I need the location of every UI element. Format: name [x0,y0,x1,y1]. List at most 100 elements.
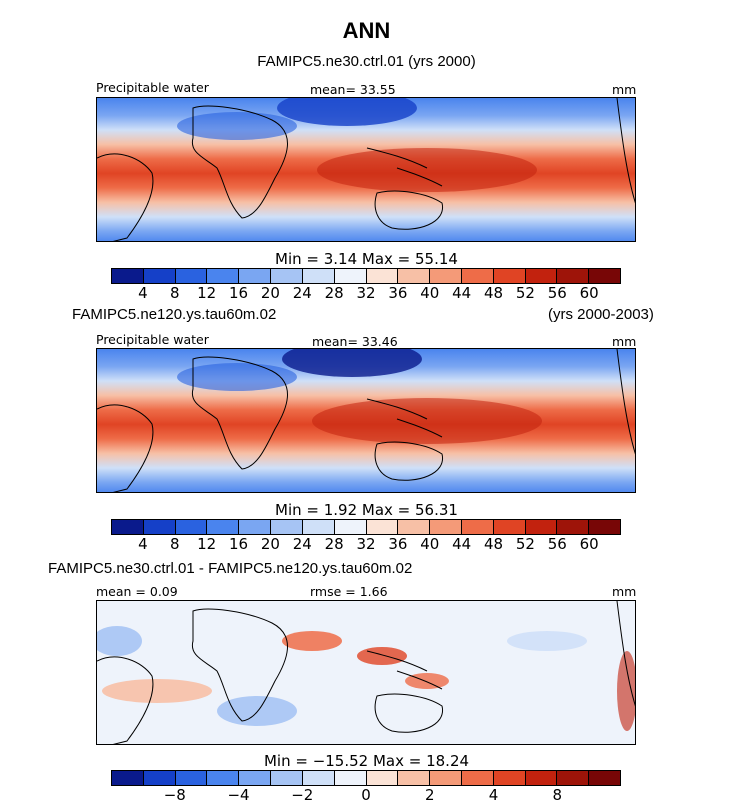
colorbar-tick-label: 4 [488,786,499,804]
colorbar-swatch [461,269,494,283]
colorbar-swatch [366,269,399,283]
panel2-units-label: mm [612,334,637,349]
colorbar-swatch [525,269,558,283]
figure-title: ANN [342,18,391,43]
colorbar-swatch [112,520,144,534]
panel2-case-label: FAMIPC5.ne120.ys.tau60m.02 [72,306,277,323]
colorbar-swatch [175,269,208,283]
colorbar-tick-label: 8 [552,786,563,804]
colorbar-swatch [430,771,462,785]
panel3-map [96,600,636,745]
colorbar-tick-label: 32 [356,535,376,553]
panel2-warm-pool [312,398,542,444]
colorbar-swatch [493,269,526,283]
panel2-minmax: Min = 1.92 Max = 56.31 [275,501,458,519]
colorbar-swatch [430,269,462,283]
colorbar-tick-label: 4 [138,535,148,553]
colorbar-swatch [112,269,144,283]
colorbar-tick-label: 12 [197,284,217,302]
panel2-australia-outline [374,441,443,481]
colorbar-tick-label: 24 [292,284,312,302]
colorbar-swatch [461,520,494,534]
colorbar-swatch [143,771,176,785]
colorbar-tick-label: −4 [227,786,250,804]
colorbar-tick-label: 56 [547,535,567,553]
panel2-years-label: (yrs 2000-2003) [548,306,654,323]
colorbar-swatch [366,771,399,785]
panel3-neg-samerica [97,626,142,656]
panel1-dry-sahara [177,112,297,140]
colorbar-tick-label: 44 [452,284,472,302]
colorbar-swatch [271,269,303,283]
colorbar-tick-label: 16 [228,284,249,302]
colorbar-tick-label: 36 [388,284,408,302]
colorbar-swatch [302,771,335,785]
panel1-americas-west-outline [616,98,635,204]
colorbar-swatch [334,520,367,534]
colorbar-swatch [398,269,431,283]
colorbar-swatch [589,269,620,283]
panel3-africa-outline [191,608,288,722]
colorbar-swatch [589,771,620,785]
colorbar-swatch [525,771,558,785]
colorbar-swatch [430,520,462,534]
panel3-case-label: FAMIPC5.ne30.ctrl.01 - FAMIPC5.ne120.ys.… [48,560,413,577]
panel2-colorbar [111,519,621,535]
colorbar-swatch [239,771,272,785]
colorbar-tick-label: 16 [228,535,249,553]
colorbar-swatch [461,771,494,785]
colorbar-tick-label: 52 [515,284,535,302]
colorbar-swatch [557,269,590,283]
panel2-variable-label: Precipitable water [96,332,209,347]
panel3-samerica-outline [97,656,154,744]
colorbar-swatch [239,520,272,534]
colorbar-swatch [207,520,240,534]
panel3-mean-label: mean = 0.09 [96,584,178,599]
colorbar-swatch [112,771,144,785]
colorbar-swatch [589,520,620,534]
colorbar-tick-label: 60 [579,535,599,553]
colorbar-tick-label: 2 [424,786,435,804]
colorbar-swatch [175,771,208,785]
colorbar-swatch [143,269,176,283]
panel1-case-label: FAMIPC5.ne30.ctrl.01 (yrs 2000) [257,53,476,70]
colorbar-swatch [334,269,367,283]
panel2-dry-tibet [282,349,422,377]
colorbar-swatch [398,771,431,785]
panel3-pos-arabia [282,631,342,651]
colorbar-tick-label: −8 [163,786,186,804]
panel1-africa-outline [191,105,288,219]
panel2-map [96,348,636,493]
panel3-pos-bay-bengal [357,647,407,665]
panel3-units-label: mm [612,584,637,599]
colorbar-swatch [525,520,558,534]
panel3-pos-atlantic [102,679,212,703]
panel2-mean-label: mean= 33.46 [312,334,398,349]
colorbar-tick-label: 32 [356,284,376,302]
colorbar-swatch [493,520,526,534]
colorbar-tick-label: 4 [138,284,148,302]
colorbar-tick-label: 48 [483,535,504,553]
colorbar-swatch [302,520,335,534]
panel3-americas-west-outline [616,601,635,707]
colorbar-swatch [175,520,208,534]
panel1-australia-outline [374,190,443,230]
colorbar-tick-label: 12 [197,535,217,553]
colorbar-swatch [143,520,176,534]
panel1-samerica-outline [97,153,154,241]
colorbar-tick-label: 28 [324,535,344,553]
colorbar-swatch [493,771,526,785]
panel3-neg-africa [217,696,297,726]
colorbar-tick-label: 44 [452,535,472,553]
panel3-minmax: Min = −15.52 Max = 18.24 [263,752,470,770]
colorbar-swatch [366,520,399,534]
panel3-field [97,601,635,744]
colorbar-tick-label: 0 [361,786,371,804]
colorbar-swatch [398,520,431,534]
colorbar-tick-label: 40 [420,284,440,302]
colorbar-tick-label: 20 [260,284,280,302]
panel3-rmse-label: rmse = 1.66 [310,584,388,599]
colorbar-tick-label: 56 [547,284,567,302]
panel3-colorbar [111,770,621,786]
panel1-dry-tibet [277,98,417,126]
